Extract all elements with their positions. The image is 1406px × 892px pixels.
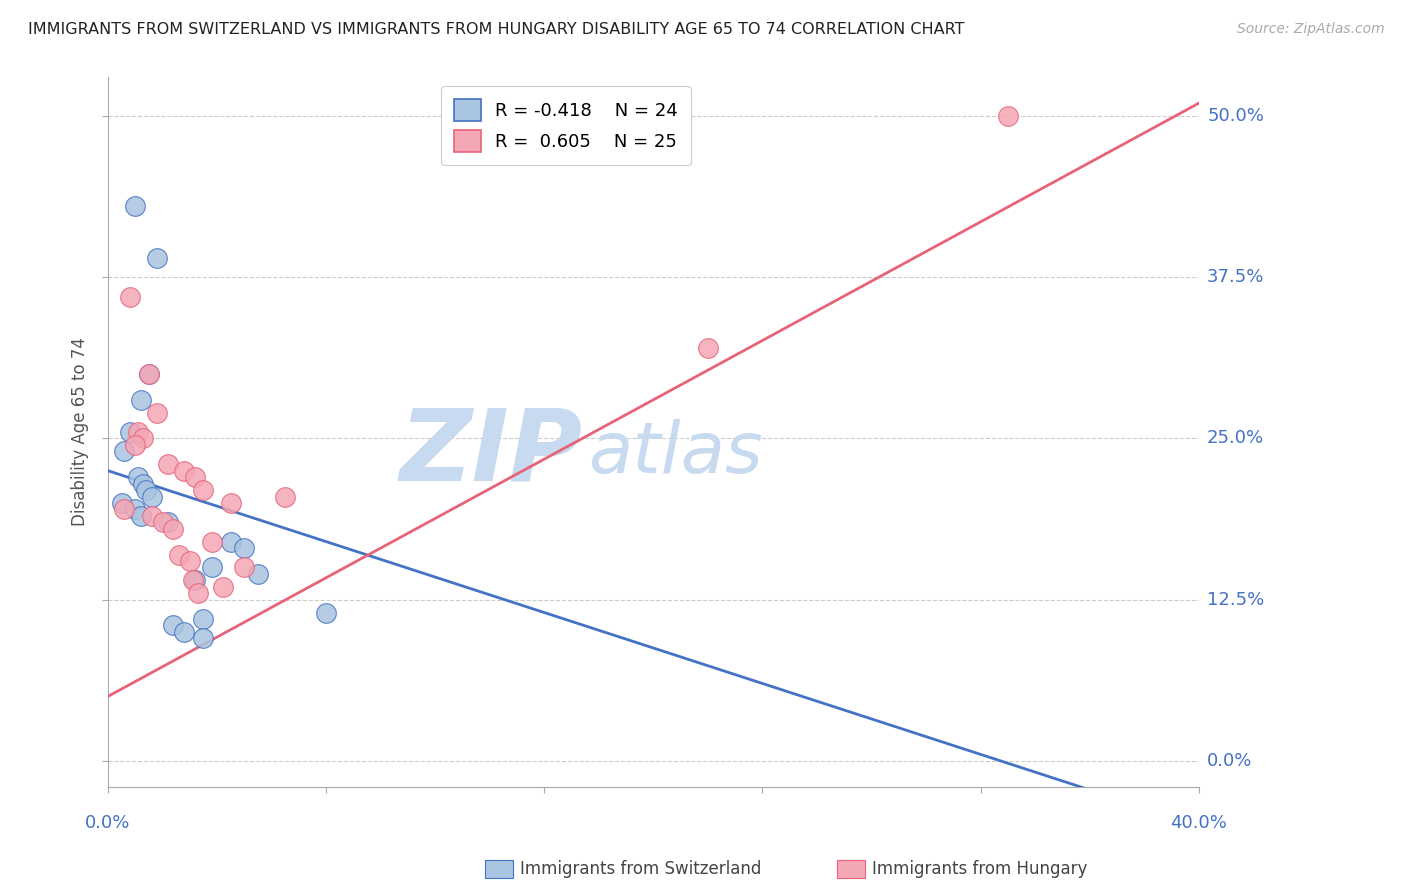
Point bbox=[124, 438, 146, 452]
Point bbox=[162, 522, 184, 536]
Point bbox=[696, 341, 718, 355]
Point bbox=[211, 580, 233, 594]
Point bbox=[219, 534, 242, 549]
Text: 40.0%: 40.0% bbox=[1170, 814, 1227, 832]
Point bbox=[118, 290, 141, 304]
Legend: R = -0.418    N = 24, R =  0.605    N = 25: R = -0.418 N = 24, R = 0.605 N = 25 bbox=[441, 87, 690, 165]
Point bbox=[138, 367, 160, 381]
Text: Immigrants from Switzerland: Immigrants from Switzerland bbox=[520, 860, 762, 878]
Text: Source: ZipAtlas.com: Source: ZipAtlas.com bbox=[1237, 22, 1385, 37]
Point bbox=[124, 199, 146, 213]
Point bbox=[193, 483, 215, 497]
Point bbox=[201, 560, 224, 574]
Point bbox=[129, 392, 152, 407]
Point bbox=[112, 444, 135, 458]
Point bbox=[233, 560, 256, 574]
Text: 50.0%: 50.0% bbox=[1208, 107, 1264, 125]
Point bbox=[146, 251, 169, 265]
Text: IMMIGRANTS FROM SWITZERLAND VS IMMIGRANTS FROM HUNGARY DISABILITY AGE 65 TO 74 C: IMMIGRANTS FROM SWITZERLAND VS IMMIGRANT… bbox=[28, 22, 965, 37]
Point bbox=[179, 554, 201, 568]
Point bbox=[997, 109, 1019, 123]
Point bbox=[184, 574, 207, 588]
Point bbox=[132, 476, 155, 491]
Point bbox=[187, 586, 209, 600]
Point bbox=[246, 566, 269, 581]
Point bbox=[111, 496, 134, 510]
Point bbox=[141, 508, 163, 523]
Point bbox=[138, 367, 160, 381]
Point bbox=[219, 496, 242, 510]
Point bbox=[315, 606, 337, 620]
Text: 12.5%: 12.5% bbox=[1208, 591, 1264, 608]
Point bbox=[152, 516, 174, 530]
Text: atlas: atlas bbox=[588, 419, 762, 488]
Point bbox=[173, 464, 195, 478]
Point bbox=[124, 502, 146, 516]
Point bbox=[173, 624, 195, 639]
Point bbox=[181, 574, 204, 588]
Point bbox=[184, 470, 207, 484]
Point bbox=[193, 612, 215, 626]
Point bbox=[156, 457, 179, 471]
Point bbox=[141, 490, 163, 504]
Point bbox=[193, 632, 215, 646]
Point bbox=[132, 432, 155, 446]
Text: 25.0%: 25.0% bbox=[1208, 429, 1264, 448]
Point bbox=[156, 516, 179, 530]
Y-axis label: Disability Age 65 to 74: Disability Age 65 to 74 bbox=[72, 337, 89, 526]
Point bbox=[162, 618, 184, 632]
Point bbox=[167, 548, 190, 562]
Text: 0.0%: 0.0% bbox=[86, 814, 131, 832]
Point bbox=[135, 483, 157, 497]
Point bbox=[127, 470, 149, 484]
Text: 37.5%: 37.5% bbox=[1208, 268, 1264, 286]
Text: ZIP: ZIP bbox=[399, 405, 582, 502]
Text: 0.0%: 0.0% bbox=[1208, 752, 1253, 770]
Text: Immigrants from Hungary: Immigrants from Hungary bbox=[872, 860, 1087, 878]
Point bbox=[201, 534, 224, 549]
Point bbox=[233, 541, 256, 555]
Point bbox=[129, 508, 152, 523]
Point bbox=[146, 406, 169, 420]
Point bbox=[112, 502, 135, 516]
Point bbox=[127, 425, 149, 439]
Point bbox=[118, 425, 141, 439]
Point bbox=[274, 490, 297, 504]
